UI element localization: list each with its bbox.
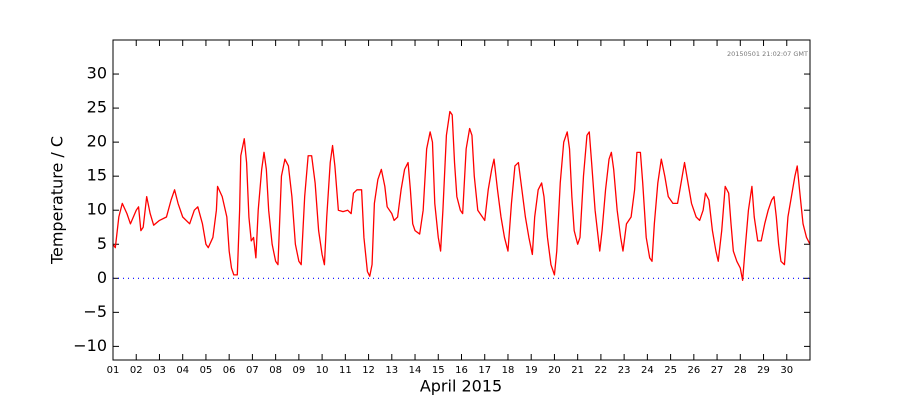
x-tick-label: 22 <box>595 365 608 376</box>
y-tick-label: 20 <box>87 132 107 151</box>
y-tick-label: −5 <box>83 302 107 321</box>
y-tick-label: 25 <box>87 98 107 117</box>
x-tick-label: 14 <box>409 365 422 376</box>
x-tick-label: 19 <box>525 365 538 376</box>
x-tick-label: 26 <box>687 365 700 376</box>
y-tick-label: 0 <box>97 268 107 287</box>
x-tick-label: 08 <box>269 365 282 376</box>
y-tick-label: 5 <box>97 234 107 253</box>
x-tick-label: 27 <box>711 365 724 376</box>
x-tick-label: 12 <box>362 365 375 376</box>
x-tick-label: 29 <box>757 365 770 376</box>
x-axis-label: April 2015 <box>420 377 502 396</box>
x-tick-label: 07 <box>246 365 259 376</box>
x-tick-label: 15 <box>432 365 445 376</box>
x-tick-label: 30 <box>780 365 793 376</box>
x-tick-label: 09 <box>292 365 305 376</box>
y-axis-label: Temperature / C <box>48 136 67 265</box>
x-tick-label: 10 <box>316 365 329 376</box>
x-tick-label: 11 <box>339 365 352 376</box>
x-tick-label: 06 <box>223 365 236 376</box>
x-tick-label: 02 <box>130 365 143 376</box>
x-tick-label: 04 <box>176 365 189 376</box>
x-tick-label: 25 <box>664 365 677 376</box>
plot-frame <box>112 39 811 361</box>
x-tick-label: 03 <box>153 365 166 376</box>
x-tick-label: 21 <box>571 365 584 376</box>
temperature-line <box>112 110 811 281</box>
x-tick-label: 17 <box>478 365 491 376</box>
x-tick-label: 01 <box>107 365 120 376</box>
y-tick-label: −10 <box>73 336 107 355</box>
x-tick-label: 20 <box>548 365 561 376</box>
x-tick-label: 16 <box>455 365 468 376</box>
y-tick-label: 15 <box>87 166 107 185</box>
x-tick-label: 23 <box>618 365 631 376</box>
y-tick-label: 30 <box>87 64 107 83</box>
timestamp: 20150501 21:02:07 GMT <box>727 50 808 58</box>
x-tick-label: 13 <box>385 365 398 376</box>
x-tick-label: 05 <box>200 365 213 376</box>
x-tick-label: 28 <box>734 365 747 376</box>
x-tick-label: 18 <box>502 365 515 376</box>
y-tick-label: 10 <box>87 200 107 219</box>
x-tick-label: 24 <box>641 365 654 376</box>
